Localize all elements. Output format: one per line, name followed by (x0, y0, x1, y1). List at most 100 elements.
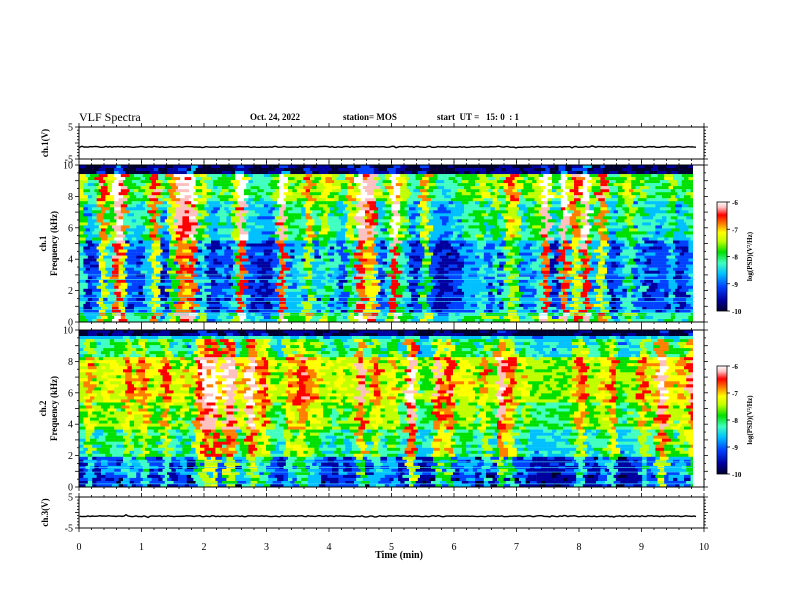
spectrogram-cell (387, 228, 394, 232)
spectrogram-cell (189, 219, 198, 223)
spectrogram-cell (345, 207, 352, 211)
spectrogram-cell (448, 282, 456, 287)
spectrogram-cell (224, 225, 234, 229)
spectrogram-cell (85, 174, 91, 178)
spectrogram-cell (417, 316, 425, 320)
spectrogram-cell (629, 228, 638, 232)
spectrogram-cell (378, 213, 385, 217)
spectrogram-cell (651, 294, 656, 299)
spectrogram-cell (120, 282, 128, 287)
spectrogram-cell (239, 195, 249, 199)
spectrogram-cell (444, 231, 454, 235)
spectrogram-cell (505, 171, 515, 175)
spectrogram-cell (666, 303, 671, 308)
spectrogram-cell (457, 249, 467, 253)
spectrogram-cell (492, 306, 500, 311)
spectrogram-cell (378, 267, 383, 271)
spectrogram-cell (200, 309, 205, 314)
spectrogram-cell (83, 312, 88, 317)
spectrogram-cell (646, 249, 654, 253)
spectrogram-cell (136, 198, 141, 202)
spectrogram-cell (626, 165, 632, 169)
spectrogram-cell (648, 183, 656, 187)
spectrogram-cell (109, 219, 117, 223)
spectrogram-cell (244, 300, 251, 305)
spectrogram-cell (662, 309, 667, 314)
spectrogram-cell (263, 255, 271, 259)
spectrogram-cell (208, 213, 216, 217)
spectrogram-cell (114, 261, 124, 265)
spectrogram-cell (351, 288, 357, 293)
spectrogram-cell (345, 177, 355, 181)
spectrogram-cell (178, 285, 183, 290)
spectrogram-cell (228, 270, 236, 274)
spectrogram-cell (85, 171, 91, 175)
spectrogram-cell (272, 204, 282, 208)
spectrogram-cell (413, 264, 418, 268)
spectrogram-cell (494, 297, 502, 302)
spectrogram-cell (105, 312, 113, 317)
spectrogram-cell (508, 300, 513, 305)
spectrogram-cell (400, 207, 405, 211)
spectrogram-cell (263, 228, 269, 232)
spectrogram-cell (191, 303, 201, 308)
spectrogram-cell (142, 285, 150, 290)
spectrogram-cell (101, 306, 108, 311)
spectrogram-cell (607, 267, 616, 271)
spectrogram-cell (516, 267, 522, 271)
spectrogram-cell (239, 303, 247, 308)
spectrogram-cell (635, 252, 641, 256)
spectrogram-cell (461, 219, 469, 223)
spectrogram-cell (596, 255, 603, 259)
spectrogram-cell (433, 228, 440, 232)
spectrogram-cell (312, 165, 317, 169)
spectrogram-cell (200, 180, 205, 184)
spectrogram-cell (448, 201, 454, 205)
spectrogram-cell (622, 288, 627, 293)
spectrogram-cell (307, 288, 313, 293)
spectrogram-cell (431, 234, 440, 238)
spectrogram-cell (501, 249, 511, 253)
spectrogram-cell (367, 246, 374, 250)
spectrogram-cell (417, 204, 427, 208)
spectrogram-cell (83, 261, 91, 265)
spectrogram-cell (268, 225, 275, 229)
spectrogram-cell (184, 264, 190, 268)
spectrogram-cell (279, 195, 286, 199)
spectrogram-cell (618, 285, 625, 290)
spectrogram-cell (219, 165, 227, 169)
spectrogram-cell (560, 288, 566, 293)
spectrogram-cell (217, 222, 227, 226)
spectrogram-cell (281, 279, 286, 283)
spectrogram-cell (215, 319, 223, 323)
spectrogram-cell (532, 288, 537, 293)
spectrogram-cell (288, 165, 297, 169)
spectrogram-cell (651, 319, 658, 323)
spectrogram-cell (631, 234, 636, 238)
spectrogram-cell (519, 195, 524, 199)
spectrogram-cell (109, 210, 115, 214)
spectrogram-cell (402, 240, 407, 244)
spectrogram-cell (160, 246, 170, 250)
spectrogram-cell (239, 246, 245, 250)
spectrogram-cell (101, 240, 110, 244)
spectrogram-cell (131, 285, 139, 290)
spectrogram-cell (631, 219, 641, 223)
spectrogram-cell (426, 243, 436, 247)
spectrogram-cell (94, 228, 102, 232)
spectrogram-cell (116, 165, 121, 169)
spectrogram-cell (316, 198, 326, 202)
spectrogram-cell (217, 234, 223, 238)
spectrogram-cell (534, 168, 542, 172)
spectrogram-cell (512, 165, 517, 169)
spectrogram-cell (336, 276, 341, 280)
spectrogram-cell (239, 285, 249, 290)
spectrogram-cell (512, 267, 517, 271)
spectrogram-cell (263, 316, 271, 320)
spectrogram-cell (237, 312, 247, 317)
spectrogram-cell (292, 201, 297, 205)
spectrogram-cell (79, 300, 86, 305)
spectrogram-cell (288, 225, 293, 229)
spectrogram-cell (391, 288, 396, 293)
spectrogram-cell (367, 249, 374, 253)
